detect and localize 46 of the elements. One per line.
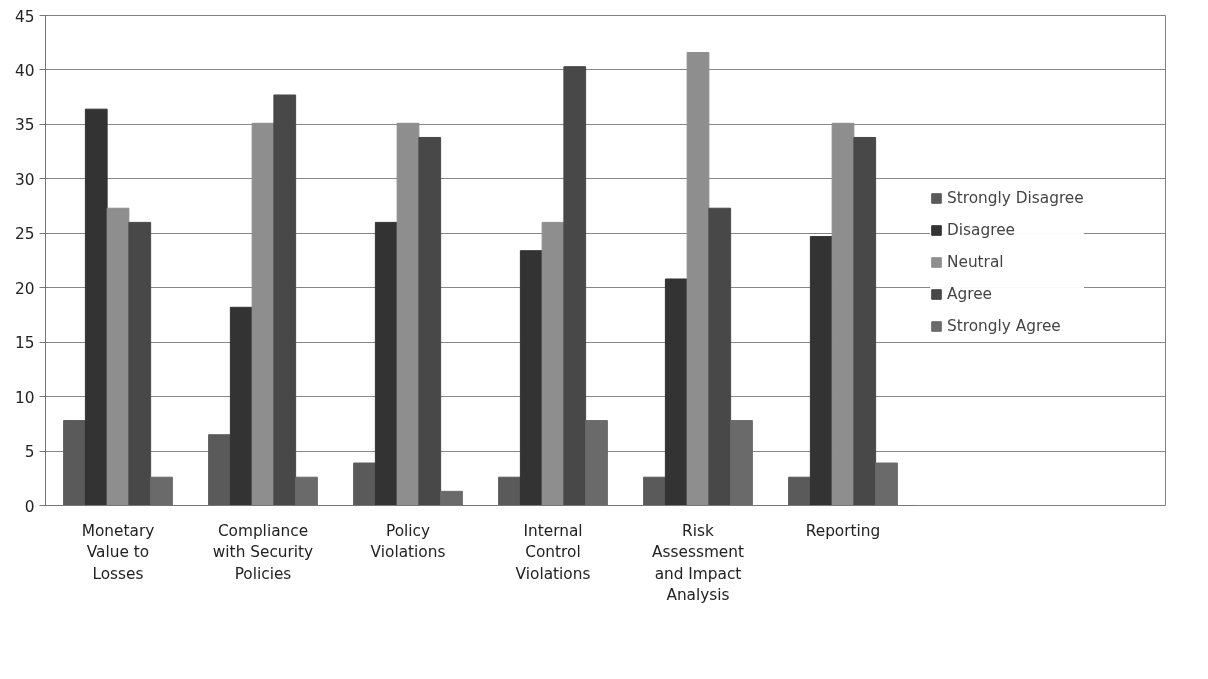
y-tick-label: 0 [24, 497, 35, 516]
bar [440, 490, 463, 506]
bar [809, 236, 833, 506]
legend-label: Strongly Disagree [947, 189, 1084, 207]
bar [643, 476, 666, 506]
y-tick-label: 20 [15, 279, 35, 298]
bar [418, 136, 442, 506]
y-tick-label: 30 [15, 170, 35, 189]
y-tick-label: 10 [15, 388, 35, 407]
bar [295, 476, 318, 506]
bar [106, 207, 130, 506]
x-tick-label: Reporting [805, 521, 881, 540]
legend-label: Neutral [947, 253, 1004, 271]
y-tick-label: 5 [24, 443, 35, 462]
bar [585, 420, 608, 506]
x-tick-label: Risk Assessment and Impact Analysis [652, 521, 744, 605]
y-tick-label: 35 [15, 116, 35, 135]
bar [853, 136, 877, 506]
bar [875, 462, 898, 506]
y-tick-label: 15 [15, 334, 35, 353]
y-tick-label: 45 [15, 7, 35, 26]
legend-label: Disagree [947, 221, 1015, 239]
bar [353, 462, 376, 506]
bar [150, 476, 173, 506]
bar [273, 94, 297, 506]
y-tick-label: 25 [15, 225, 35, 244]
x-tick-label: Compliance with Security Policies [212, 521, 314, 583]
bar [563, 66, 587, 506]
bar [229, 306, 253, 506]
bar [208, 434, 231, 506]
bar [374, 221, 398, 506]
x-tick-label: Internal Control Violations [515, 521, 591, 583]
y-tick-label: 40 [15, 61, 35, 80]
bar [63, 420, 86, 506]
legend-label: Agree [947, 285, 993, 303]
bar [664, 278, 688, 506]
bar [788, 476, 811, 506]
bar [84, 108, 108, 506]
bar [708, 207, 732, 506]
bar [519, 250, 543, 506]
x-tick-label: Policy Violations [370, 521, 446, 562]
legend-label: Strongly Agree [947, 317, 1061, 335]
bar [498, 476, 521, 506]
bar [730, 420, 753, 506]
x-tick-label: Monetary Value to Losses [81, 521, 155, 583]
bar [128, 221, 152, 506]
